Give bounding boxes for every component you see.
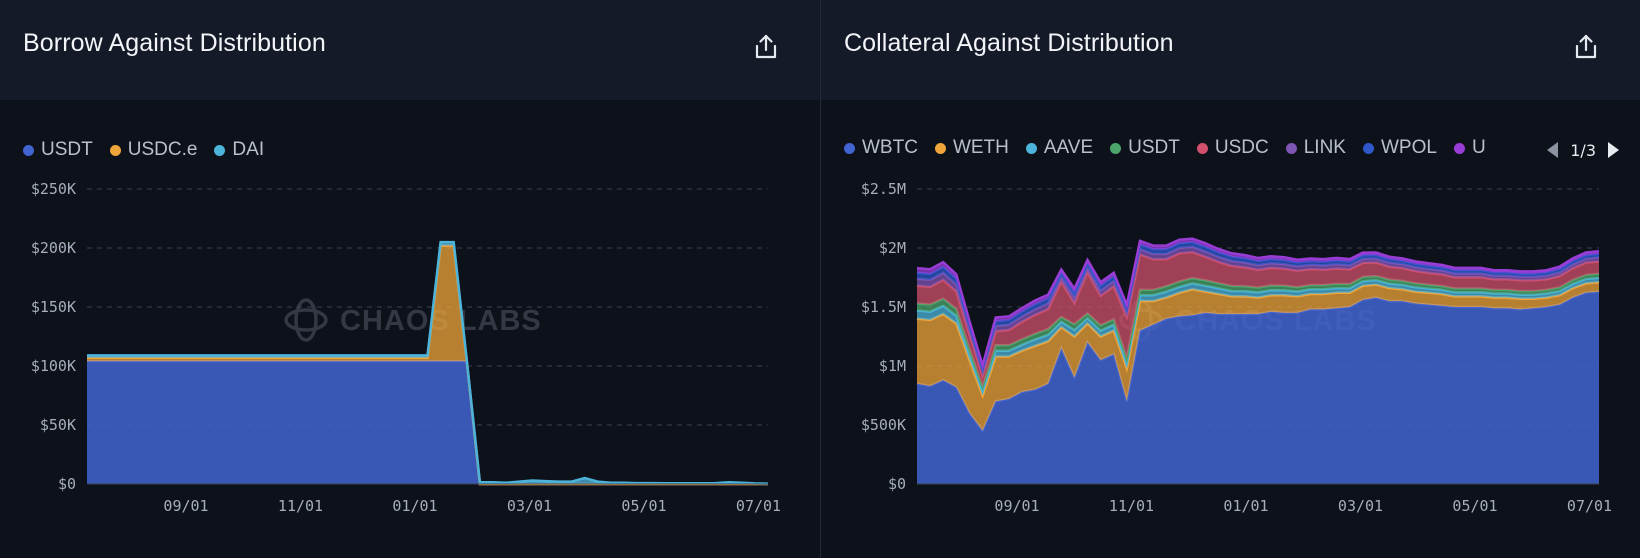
series-line-usdt bbox=[916, 272, 1600, 391]
y-tick-label: $0 bbox=[58, 475, 76, 493]
collateral-panel: Collateral Against Distribution WBTC WETH… bbox=[821, 0, 1640, 558]
legend-item-wpol[interactable]: WPOL bbox=[1362, 137, 1437, 159]
legend-swatch bbox=[1110, 142, 1122, 154]
x-tick-label: 11/01 bbox=[1109, 497, 1154, 515]
legend-item-usdc-e[interactable]: USDC.e bbox=[109, 139, 198, 161]
legend-swatch bbox=[23, 144, 34, 156]
legend-swatch bbox=[1285, 142, 1297, 154]
y-tick-label: $500K bbox=[861, 416, 906, 434]
legend-label: AAVE bbox=[1043, 137, 1094, 158]
legend-item-aave[interactable]: AAVE bbox=[1025, 137, 1094, 159]
y-tick-label: $200K bbox=[31, 239, 76, 257]
legend-swatch bbox=[1453, 142, 1465, 154]
x-tick-label: 07/01 bbox=[1567, 497, 1612, 515]
series-area-weth bbox=[917, 282, 1599, 431]
legend-label: WBTC bbox=[862, 137, 918, 158]
legend-label: USDC bbox=[1214, 137, 1269, 158]
series-line-wpol bbox=[916, 240, 1600, 373]
y-tick-label: $2.5M bbox=[861, 180, 906, 198]
y-tick-label: $1M bbox=[879, 357, 906, 375]
legend-label: LINK bbox=[1303, 137, 1346, 158]
chaos-labs-logo-icon bbox=[284, 298, 328, 342]
chevron-left-icon[interactable] bbox=[1544, 140, 1560, 160]
x-tick-label: 09/01 bbox=[994, 497, 1039, 515]
legend-item-link[interactable]: LINK bbox=[1285, 137, 1346, 159]
x-tick-label: 01/01 bbox=[1223, 497, 1268, 515]
x-tick-label: 05/01 bbox=[621, 497, 666, 515]
y-tick-label: $250K bbox=[31, 180, 76, 198]
x-tick-label: 09/01 bbox=[163, 497, 208, 515]
series-line-link bbox=[916, 245, 1600, 377]
chart-legend: USDT USDC.e DAI bbox=[23, 138, 281, 162]
legend-swatch bbox=[1196, 142, 1208, 154]
y-tick-label: $2M bbox=[879, 239, 906, 257]
chart-legend: WBTC WETH AAVE USDT USDC LINK WPOL U bbox=[844, 136, 1496, 160]
borrow-chart: $0$50K$100K$150K$200K$250KCHAOS LABS09/0… bbox=[31, 180, 781, 515]
legend-swatch bbox=[1362, 142, 1374, 154]
legend-label: USDT bbox=[41, 139, 93, 160]
panel-title: Collateral Against Distribution bbox=[844, 29, 1174, 57]
legend-item-u[interactable]: U bbox=[1453, 137, 1486, 159]
legend-swatch bbox=[109, 144, 121, 156]
x-tick-label: 03/01 bbox=[507, 497, 552, 515]
panel-header: Collateral Against Distribution bbox=[821, 0, 1640, 100]
x-tick-label: 03/01 bbox=[1338, 497, 1383, 515]
legend-item-weth[interactable]: WETH bbox=[934, 137, 1009, 159]
legend-item-usdc[interactable]: USDC bbox=[1196, 137, 1269, 159]
legend-pager: 1/3 bbox=[1544, 136, 1622, 164]
panel-header: Borrow Against Distribution bbox=[0, 0, 820, 100]
legend-viewport: WBTC WETH AAVE USDT USDC LINK WPOL U bbox=[844, 136, 1496, 164]
series-line-weth bbox=[916, 280, 1600, 400]
panel-title: Borrow Against Distribution bbox=[23, 29, 326, 57]
y-tick-label: $0 bbox=[888, 475, 906, 493]
legend-swatch bbox=[934, 142, 946, 154]
legend-item-wbtc[interactable]: WBTC bbox=[844, 137, 918, 159]
pager-text: 1/3 bbox=[1570, 140, 1596, 160]
y-tick-label: $50K bbox=[40, 416, 76, 434]
legend-label: WPOL bbox=[1380, 137, 1437, 158]
x-tick-label: 11/01 bbox=[278, 497, 323, 515]
legend-item-usdt[interactable]: USDT bbox=[23, 139, 93, 161]
legend-item-usdt[interactable]: USDT bbox=[1110, 137, 1180, 159]
x-tick-label: 05/01 bbox=[1452, 497, 1497, 515]
legend-swatch bbox=[844, 142, 855, 154]
legend-label: U bbox=[1471, 137, 1486, 158]
series-line-u bbox=[916, 237, 1600, 370]
panel-divider bbox=[820, 0, 821, 558]
legend-swatch bbox=[1025, 142, 1037, 154]
legend-label: WETH bbox=[952, 137, 1009, 158]
y-tick-label: $100K bbox=[31, 357, 76, 375]
share-icon[interactable] bbox=[752, 33, 780, 61]
legend-item-dai[interactable]: DAI bbox=[214, 139, 264, 161]
series-area-usdt bbox=[87, 361, 768, 484]
y-tick-label: $1.5M bbox=[861, 298, 906, 316]
legend-label: DAI bbox=[232, 139, 265, 160]
chevron-right-icon[interactable] bbox=[1606, 140, 1622, 160]
x-tick-label: 01/01 bbox=[392, 497, 437, 515]
series-line-dai bbox=[87, 240, 769, 485]
legend-label: USDT bbox=[1128, 137, 1180, 158]
share-icon[interactable] bbox=[1572, 33, 1600, 61]
series-area-usdc bbox=[917, 252, 1599, 387]
x-tick-label: 07/01 bbox=[736, 497, 781, 515]
y-tick-label: $150K bbox=[31, 298, 76, 316]
borrow-panel: Borrow Against Distribution USDT USDC.e DA… bbox=[0, 0, 820, 515]
series-area-wbtc bbox=[917, 291, 1599, 484]
legend-label: USDC.e bbox=[127, 139, 198, 160]
legend-swatch bbox=[214, 144, 226, 156]
collateral-chart: $0$500K$1M$1.5M$2M$2.5MCHAOS LABS09/0111… bbox=[861, 180, 1612, 515]
